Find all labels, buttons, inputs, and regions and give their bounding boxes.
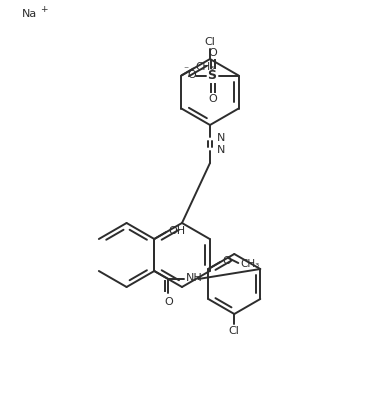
Text: N: N	[217, 133, 225, 143]
Text: S: S	[207, 69, 216, 82]
Text: O: O	[208, 47, 217, 57]
Text: N: N	[217, 145, 225, 155]
Text: Na: Na	[22, 9, 37, 19]
Text: OH: OH	[168, 226, 185, 236]
Text: O: O	[187, 70, 196, 80]
Text: CH₃: CH₃	[196, 62, 215, 72]
Text: O: O	[164, 297, 173, 307]
Text: CH₃: CH₃	[240, 259, 260, 269]
Text: Cl: Cl	[204, 37, 215, 47]
Text: +: +	[40, 6, 47, 14]
Text: Cl: Cl	[229, 326, 240, 336]
Text: ⁻: ⁻	[183, 66, 188, 76]
Text: NH: NH	[186, 273, 203, 283]
Text: O: O	[208, 94, 217, 103]
Text: O: O	[222, 256, 231, 266]
